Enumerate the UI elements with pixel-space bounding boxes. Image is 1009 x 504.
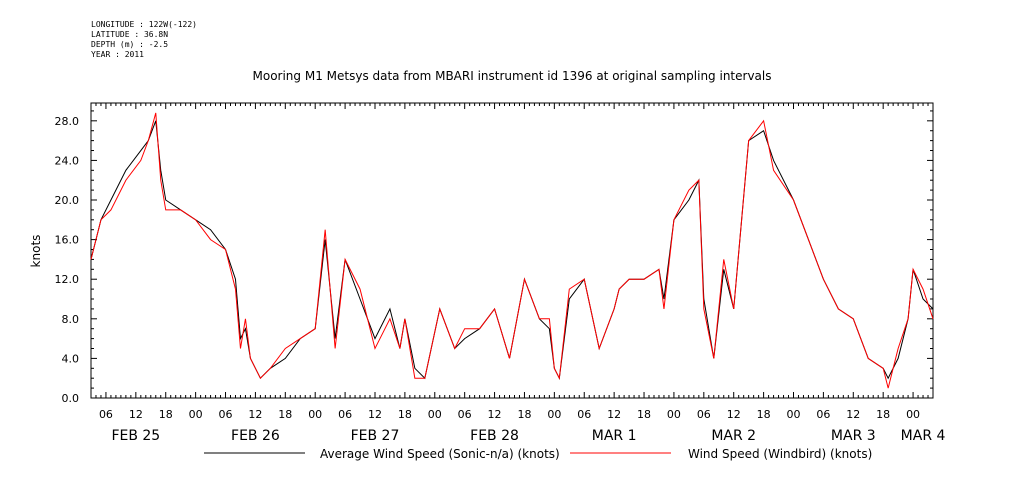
x-day-label: FEB 27	[351, 428, 400, 444]
series-line-windbird-wind-speed	[90, 112, 934, 389]
x-tick-label: 12	[488, 408, 502, 421]
x-day-label: MAR 2	[711, 428, 756, 444]
x-tick-label: 12	[129, 408, 143, 421]
y-tick-labels: 0.0 4.0 8.0 12.0 16.0 20.0 24.0 28.0	[55, 115, 80, 405]
y-axis-label: knots	[29, 235, 43, 268]
legend-label-windbird: Wind Speed (Windbird) (knots)	[688, 447, 872, 461]
x-day-label: FEB 25	[111, 428, 160, 444]
x-hour-labels: 06 12 18 00 06 12 18 00 06 12 18 00 06 12 18 00 06 12 18 00…	[99, 408, 920, 421]
x-tick-label: 00	[428, 408, 442, 421]
x-day-label: FEB 28	[470, 428, 519, 444]
x-tick-label: 00	[308, 408, 322, 421]
latitude-text: LATITUDE : 36.8N	[91, 30, 169, 39]
series-line-average-wind-speed	[90, 120, 934, 380]
y-tick-label: 0.0	[62, 392, 80, 405]
x-tick-label: 00	[906, 408, 920, 421]
x-tick-label: 06	[219, 408, 233, 421]
axis-ticks	[90, 103, 934, 399]
x-day-label: MAR 1	[592, 428, 637, 444]
x-day-label: MAR 3	[831, 428, 876, 444]
x-tick-label: 18	[637, 408, 651, 421]
x-tick-label: 00	[547, 408, 561, 421]
x-tick-label: 00	[189, 408, 203, 421]
x-tick-label: 06	[458, 408, 472, 421]
longitude-text: LONGITUDE : 122W(-122)	[91, 20, 197, 29]
depth-text: DEPTH (m) : -2.5	[91, 40, 169, 49]
metadata-block: LONGITUDE : 122W(-122) LATITUDE : 36.8N …	[91, 20, 197, 60]
x-tick-label: 18	[398, 408, 412, 421]
y-tick-label: 4.0	[62, 352, 80, 365]
x-tick-label: 18	[278, 408, 292, 421]
legend-label-average: Average Wind Speed (Sonic-n/a) (knots)	[320, 447, 560, 461]
x-day-label: FEB 26	[231, 428, 280, 444]
x-tick-label: 12	[607, 408, 621, 421]
y-tick-label: 16.0	[55, 234, 80, 247]
y-tick-label: 20.0	[55, 194, 80, 207]
x-tick-label: 06	[697, 408, 711, 421]
x-tick-label: 06	[816, 408, 830, 421]
x-tick-label: 00	[667, 408, 681, 421]
x-tick-label: 18	[757, 408, 771, 421]
x-tick-label: 12	[248, 408, 262, 421]
x-tick-label: 12	[727, 408, 741, 421]
x-tick-label: 18	[159, 408, 173, 421]
y-tick-label: 24.0	[55, 154, 80, 167]
series-layer	[90, 112, 934, 389]
x-tick-label: 00	[786, 408, 800, 421]
year-text: YEAR : 2011	[91, 50, 144, 59]
y-tick-label: 28.0	[55, 115, 80, 128]
chart-title: Mooring M1 Metsys data from MBARI instru…	[253, 69, 772, 83]
x-day-labels: FEB 25 FEB 26 FEB 27 FEB 28 MAR 1 MAR 2 MAR 3 M…	[111, 428, 945, 444]
x-tick-label: 18	[876, 408, 890, 421]
x-tick-label: 18	[517, 408, 531, 421]
plot-frame	[90, 102, 934, 399]
x-tick-label: 06	[577, 408, 591, 421]
x-tick-label: 12	[368, 408, 382, 421]
x-day-label: MAR 4	[901, 428, 946, 444]
y-tick-label: 8.0	[62, 313, 80, 326]
x-tick-label: 12	[846, 408, 860, 421]
x-tick-label: 06	[99, 408, 113, 421]
x-tick-label: 06	[338, 408, 352, 421]
y-tick-label: 12.0	[55, 273, 80, 286]
